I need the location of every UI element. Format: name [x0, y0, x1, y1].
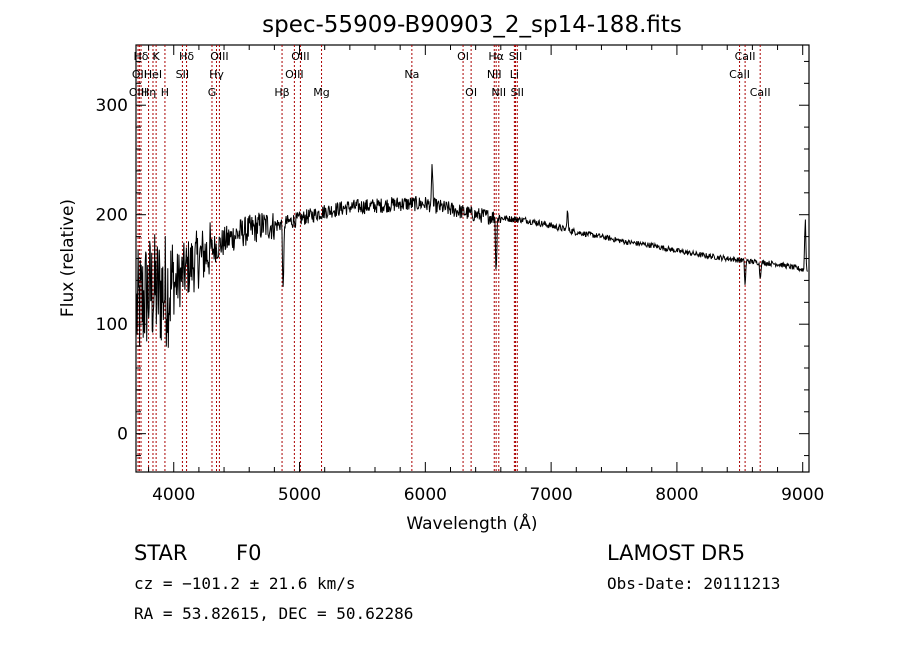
spectral-line-label: G	[208, 86, 217, 99]
spectral-line-label: SII	[511, 86, 524, 99]
x-axis-label: Wavelength (Å)	[406, 512, 537, 534]
spectral-line-markers	[137, 45, 761, 472]
spectral-line-label: OI	[457, 50, 469, 63]
spectral-line-label: K	[153, 50, 161, 63]
spectrum-line	[136, 164, 808, 348]
spectral-line-label: HeI	[144, 68, 162, 81]
object-type: STAR	[134, 541, 187, 565]
spectral-line-label: Hγ	[209, 68, 224, 81]
spectral-line-label: CaII	[729, 68, 750, 81]
x-tick-label: 7000	[529, 485, 572, 505]
x-tick-label: 5000	[278, 485, 321, 505]
spectral-line-label: Li	[510, 68, 519, 81]
spectral-line-label: SII	[176, 68, 189, 81]
x-tick-label: 8000	[655, 485, 698, 505]
spectral-line-label: OIII	[210, 50, 228, 63]
spectral-line-label: CaII	[735, 50, 756, 63]
chart-title: spec-55909-B90903_2_sp14-188.fits	[262, 12, 682, 38]
spectral-line-label: NII	[491, 86, 506, 99]
spectral-line-label: OII	[132, 68, 147, 81]
spectral-line-label: CaII	[750, 86, 771, 99]
spectral-line-label: Hβ	[274, 86, 289, 99]
redshift-value: cz = −101.2 ± 21.6 km/s	[134, 574, 356, 593]
obs-date: Obs-Date: 20111213	[607, 574, 780, 593]
spectral-line-label: NII	[487, 68, 502, 81]
subclass: F0	[236, 541, 261, 565]
spectral-line-label: Hδ	[134, 50, 149, 63]
y-tick-label: 0	[117, 425, 128, 445]
y-axis-label: Flux (relative)	[58, 199, 78, 317]
spectral-line-label: OI	[465, 86, 477, 99]
y-axis-ticks: 0 100 200 300	[96, 60, 809, 457]
spectral-line-label: Mg	[313, 86, 329, 99]
x-tick-label: 9000	[781, 485, 824, 505]
y-tick-label: 200	[96, 206, 128, 226]
spectral-line-label: Hη	[141, 86, 156, 99]
y-tick-label: 300	[96, 96, 128, 116]
spectral-line-label: OIII	[291, 50, 309, 63]
survey-name: LAMOST DR5	[607, 541, 745, 565]
x-tick-label: 4000	[152, 485, 195, 505]
spectral-line-label: SII	[509, 50, 522, 63]
spectral-line-label: Hδ	[179, 50, 194, 63]
spectral-line-labels: Hδ OII OIII K HeI Hη H Hδ SII OIII Hγ G Hβ OIII OIII Mg…	[129, 50, 771, 99]
coordinates: RA = 53.82615, DEC = 50.62286	[134, 604, 413, 623]
spectral-line-label: Hα	[488, 50, 504, 63]
x-tick-label: 6000	[404, 485, 447, 505]
spectral-line-label: H	[161, 86, 169, 99]
x-axis-ticks: 4000 5000 6000 7000 8000 9000	[148, 45, 824, 505]
spectral-line-label: Na	[404, 68, 419, 81]
y-tick-label: 100	[96, 315, 128, 335]
spectral-line-label: OIII	[285, 68, 303, 81]
spectral-line-label: OIII	[129, 86, 147, 99]
